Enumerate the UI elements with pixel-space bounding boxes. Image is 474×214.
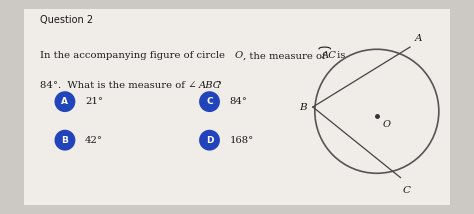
Ellipse shape — [199, 91, 220, 112]
Text: 168°: 168° — [229, 136, 254, 145]
Text: In the accompanying figure of circle: In the accompanying figure of circle — [40, 51, 228, 60]
Text: 84°: 84° — [229, 97, 247, 106]
Ellipse shape — [199, 130, 220, 151]
Text: O: O — [383, 120, 391, 129]
Text: , the measure of: , the measure of — [243, 51, 329, 60]
Text: 42°: 42° — [85, 136, 103, 145]
Text: B: B — [62, 136, 68, 145]
Text: O: O — [234, 51, 242, 60]
Text: ABC: ABC — [199, 81, 221, 90]
Text: is: is — [334, 51, 345, 60]
Ellipse shape — [55, 91, 75, 112]
Text: A: A — [62, 97, 68, 106]
Text: C: C — [403, 186, 411, 195]
Text: ?: ? — [215, 81, 220, 90]
Text: 21°: 21° — [85, 97, 103, 106]
Ellipse shape — [55, 130, 75, 151]
Text: B: B — [300, 103, 307, 111]
Text: C: C — [206, 97, 213, 106]
Text: 84°.  What is the measure of ∠: 84°. What is the measure of ∠ — [40, 81, 197, 90]
Text: A: A — [415, 34, 422, 43]
Text: AC: AC — [321, 51, 336, 60]
Text: Question 2: Question 2 — [40, 15, 93, 25]
Text: D: D — [206, 136, 213, 145]
